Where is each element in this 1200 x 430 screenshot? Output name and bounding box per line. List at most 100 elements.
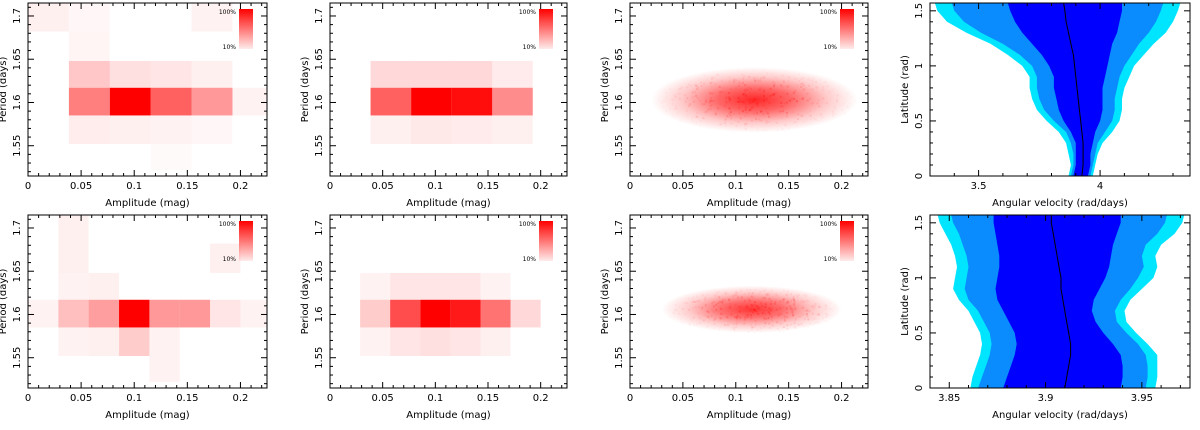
density-speck: [739, 290, 742, 293]
density-speck: [699, 317, 702, 320]
density-speck: [801, 97, 804, 100]
density-speck: [737, 132, 739, 134]
density-speck: [756, 112, 759, 115]
density-speck: [768, 322, 771, 325]
density-speck: [792, 296, 795, 299]
density-speck: [747, 297, 750, 300]
density-speck: [735, 331, 737, 333]
density-speck: [801, 83, 804, 86]
density-speck: [696, 323, 698, 325]
density-speck: [689, 323, 691, 325]
density-speck: [801, 81, 804, 84]
x-tick-label: 0.2: [533, 393, 549, 404]
x-tick-label: 0: [327, 393, 333, 404]
density-speck: [826, 315, 828, 317]
density-speck: [744, 315, 747, 318]
density-speck: [774, 300, 777, 303]
y-tick-label: 0.5: [914, 325, 925, 341]
density-speck: [732, 73, 734, 75]
density-speck: [752, 112, 755, 115]
density-speck: [779, 95, 782, 98]
density-speck: [750, 310, 752, 312]
density-speck: [749, 132, 751, 134]
density-speck: [743, 318, 746, 321]
x-tick-label: 3.5: [971, 181, 987, 192]
density-speck: [807, 309, 810, 312]
density-speck: [744, 106, 747, 109]
density-speck: [763, 325, 766, 328]
density-speck: [761, 92, 763, 94]
density-speck: [784, 131, 786, 133]
density-speck: [763, 99, 766, 102]
x-tick-label: 4: [1097, 181, 1103, 192]
density-speck: [754, 323, 757, 326]
x-tick-label: 0.05: [672, 181, 694, 192]
density-speck: [796, 126, 798, 128]
density-speck: [729, 322, 731, 324]
density-speck: [839, 314, 841, 316]
density-speck: [814, 77, 816, 79]
density-speck: [782, 86, 784, 88]
density-speck: [724, 300, 726, 302]
density-speck: [821, 109, 823, 111]
density-speck: [749, 108, 752, 111]
density-speck: [817, 124, 819, 126]
density-speck: [714, 317, 717, 320]
density-speck: [841, 109, 843, 111]
density-speck: [692, 300, 695, 303]
density-speck: [701, 294, 704, 297]
density-speck: [738, 321, 741, 324]
density-speck: [784, 288, 786, 290]
density-speck: [714, 113, 717, 116]
heatmap-cell: [88, 299, 120, 328]
density-speck: [811, 102, 814, 105]
density-speck: [744, 127, 747, 130]
density-speck: [834, 116, 836, 118]
y-tick-label: 1.55: [614, 347, 625, 369]
density-speck: [739, 330, 741, 332]
chart-bottom-1: 0 0.05 0.1 0.15 0.2 1.55 1.6 1.65 1.7 Amplitude (…: [0, 214, 268, 421]
y-tick-label: 1.7: [12, 8, 23, 24]
density-speck: [802, 300, 805, 303]
density-speck: [791, 311, 794, 314]
density-speck: [817, 296, 819, 298]
density-speck: [702, 74, 704, 76]
axes-frame: [629, 214, 869, 389]
density-speck: [731, 115, 733, 117]
heatmap-cell: [58, 215, 89, 244]
density-speck: [790, 98, 793, 101]
density-speck: [735, 315, 738, 318]
density-speck: [681, 307, 684, 310]
density-speck: [749, 323, 752, 326]
density-speck: [663, 310, 665, 312]
density-speck: [773, 85, 776, 88]
density-speck: [753, 304, 756, 307]
density-speck: [743, 101, 746, 104]
density-speck: [749, 309, 752, 312]
density-speck: [765, 302, 767, 304]
density-speck: [806, 299, 809, 302]
density-speck: [804, 85, 806, 87]
density-speck: [792, 111, 794, 113]
density-speck: [760, 304, 763, 307]
x-axis-label: Amplitude (mag): [406, 198, 491, 209]
density-speck: [779, 322, 782, 325]
density-speck: [752, 292, 754, 294]
density-speck: [750, 303, 753, 306]
density-speck: [678, 313, 680, 315]
density-speck: [752, 131, 754, 133]
density-speck: [761, 312, 763, 314]
density-speck: [754, 295, 756, 297]
density-speck: [678, 97, 681, 100]
density-speck: [709, 99, 712, 102]
density-speck: [840, 84, 842, 86]
density-speck: [810, 305, 813, 308]
density-speck: [718, 291, 720, 293]
density-speck: [789, 99, 792, 102]
density-speck: [674, 312, 676, 314]
band-inner: [1007, 3, 1122, 176]
density-speck: [807, 326, 809, 328]
density-speck: [733, 329, 736, 332]
density-speck: [698, 306, 701, 309]
y-tick-label: 1.6: [314, 307, 325, 323]
